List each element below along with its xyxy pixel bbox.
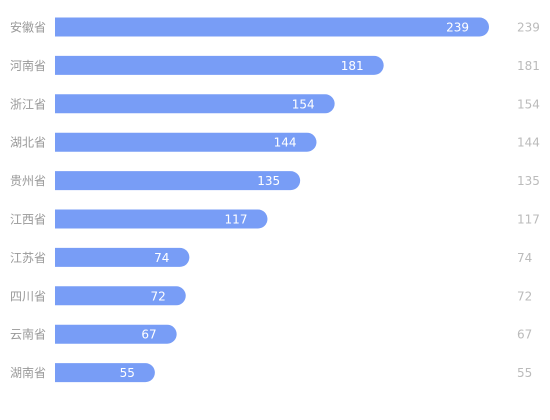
bar-value-label: 117 — [225, 213, 248, 227]
side-value-label: 239 — [517, 21, 540, 35]
side-value-label: 74 — [517, 251, 532, 265]
category-label: 湖北省 — [10, 135, 46, 150]
bar — [55, 17, 490, 37]
bar-value-label: 72 — [150, 289, 165, 303]
bar — [55, 324, 177, 344]
side-value-label: 135 — [517, 174, 540, 188]
category-label: 贵州省 — [10, 174, 46, 188]
bar — [55, 209, 268, 229]
side-value-label: 181 — [517, 59, 540, 73]
bar-value-label: 67 — [141, 328, 156, 342]
bar — [55, 286, 186, 306]
category-label: 浙江省 — [10, 97, 46, 111]
category-label: 四川省 — [10, 289, 46, 303]
bar-value-label: 135 — [257, 174, 280, 188]
side-value-label: 67 — [517, 328, 532, 342]
side-value-label: 72 — [517, 289, 532, 303]
bar — [55, 171, 301, 191]
bar — [55, 247, 190, 267]
bar-value-label: 239 — [446, 21, 469, 35]
bar — [55, 363, 155, 383]
bar — [55, 94, 335, 114]
bar — [55, 132, 317, 152]
side-value-label: 117 — [517, 213, 540, 227]
side-value-label: 154 — [517, 97, 540, 111]
category-label: 安徽省 — [10, 20, 46, 35]
bar-value-label: 74 — [154, 251, 169, 265]
category-label: 云南省 — [10, 327, 46, 342]
bar-value-label: 181 — [341, 59, 364, 73]
bar — [55, 55, 384, 75]
category-label: 河南省 — [10, 58, 46, 73]
side-value-label: 144 — [517, 136, 540, 150]
side-value-label: 55 — [517, 366, 532, 380]
category-label: 江西省 — [10, 213, 46, 227]
bar-value-label: 55 — [120, 366, 135, 380]
bar-value-label: 154 — [292, 97, 315, 111]
bar-value-label: 144 — [274, 136, 297, 150]
category-label: 湖南省 — [10, 365, 46, 380]
category-label: 江苏省 — [10, 251, 46, 265]
